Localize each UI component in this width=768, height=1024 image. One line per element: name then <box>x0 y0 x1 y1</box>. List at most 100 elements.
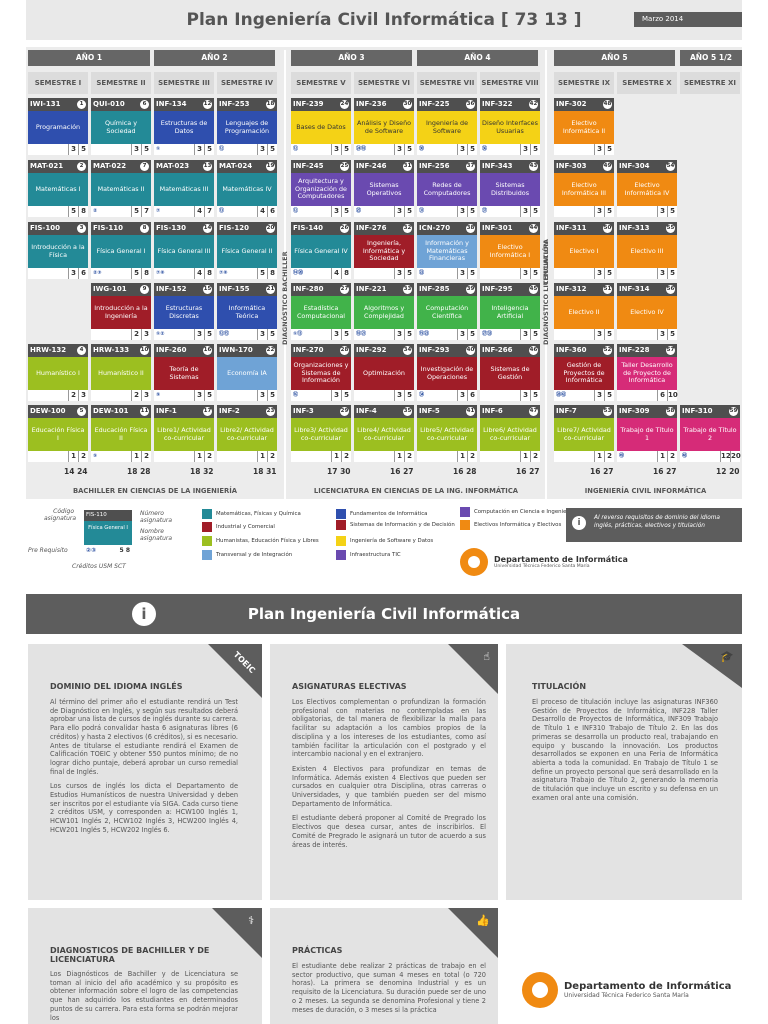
course-cell[interactable]: INF-285 39 Computación Científica ⑲㉓ 3 5 <box>417 283 477 340</box>
course-cell[interactable]: FIS-130 14 Física General III ⑦⑧ 4 8 <box>154 222 214 279</box>
course-cell[interactable]: IWG-101 9 Introducción a la Ingeniería 2 3 <box>91 283 151 340</box>
course-number: 18 <box>266 100 275 109</box>
course-cell[interactable]: INF-295 45 Inteligencia Artificial ㉗㉝ 3 5 <box>480 283 540 340</box>
course-cell[interactable]: INF-245 25 Arquitectura y Organización de … <box>291 160 351 217</box>
course-cell[interactable]: INF-256 37 Redes de Computadores ㉛ 3 5 <box>417 160 477 217</box>
course-name: Libre5/ Actividad co-curricular <box>417 418 477 451</box>
course-number: 51 <box>603 285 612 294</box>
course-cell[interactable]: FIS-100 3 Introducción a la Física 3 6 <box>28 222 88 279</box>
course-name: Educación Física I <box>28 418 88 451</box>
course-cell[interactable]: MAT-023 13 Matemáticas III ⑦ 4 7 <box>154 160 214 217</box>
credits-usm: 3 <box>331 206 341 217</box>
course-code: INF-134 <box>156 100 187 108</box>
course-number: 14 <box>203 224 212 233</box>
course-cell[interactable]: INF-314 56 Electivo IV 3 5 <box>617 283 677 340</box>
course-cell[interactable]: INF-310 59 Trabajo de Título 2 ㊽ 12 20 <box>680 405 741 462</box>
course-cell[interactable]: INF-292 34 Optimización 3 5 <box>354 344 414 401</box>
course-cell[interactable]: INF-302 48 Electivo Informática II 3 5 <box>554 98 614 155</box>
course-cell[interactable]: INF-343 43 Sistemas Distribuidos ㊲ 3 5 <box>480 160 540 217</box>
course-number: 50 <box>603 224 612 233</box>
total-usm: 18 <box>253 467 264 476</box>
credits-usm: 3 <box>594 329 604 340</box>
course-cell[interactable]: ICN-270 38 Información y Matemáticas Finan… <box>417 222 477 279</box>
course-cell[interactable]: MAT-022 7 Matemáticas II ② 5 7 <box>91 160 151 217</box>
course-code: INF-312 <box>556 285 587 293</box>
course-cell[interactable]: INF-280 27 Estadística Computacional ①⑬ 3 5 <box>291 283 351 340</box>
course-cell[interactable]: FIS-120 20 Física General II ⑦⑧ 5 8 <box>217 222 277 279</box>
course-cell[interactable]: INF-304 54 Electivo Informática IV 3 5 <box>617 160 677 217</box>
credits-usm: 3 <box>657 206 667 217</box>
course-cell[interactable]: IWI-131 1 Programación 3 5 <box>28 98 88 155</box>
course-cell[interactable]: INF-2 23 Libre2/ Actividad co-curricular 1 2 <box>217 405 277 462</box>
course-cell[interactable]: INF-260 16 Teoría de Sistemas ⑨ 3 5 <box>154 344 214 401</box>
course-cell[interactable]: FIS-140 26 Física General IV ⑭⑳ 4 8 <box>291 222 351 279</box>
course-cell[interactable]: INF-266 46 Sistemas de Gestión 3 5 <box>480 344 540 401</box>
card-idioma-text: Al término del primer año el estudiante … <box>50 698 238 834</box>
course-number: 9 <box>140 285 149 294</box>
course-cell[interactable]: IWN-170 22 Economía IA 3 5 <box>217 344 277 401</box>
course-number: 37 <box>466 162 475 171</box>
course-name: Sistemas Operativos <box>354 173 414 206</box>
course-cell[interactable]: INF-7 53 Libre7/ Actividad co-curricular 1 2 <box>554 405 614 462</box>
course-cell[interactable]: HRW-133 10 Humanístico II 2 3 <box>91 344 151 401</box>
course-cell[interactable]: INF-3 29 Libre3/ Actividad co-curricular 1 2 <box>291 405 351 462</box>
course-cell[interactable]: INF-4 35 Libre4/ Actividad co-curricular 1 2 <box>354 405 414 462</box>
course-name: Introducción a la Ingeniería <box>91 296 151 329</box>
course-cell[interactable]: INF-253 18 Lenguajes de Programación ⑫ 3 5 <box>217 98 277 155</box>
credits-usm: 3 <box>457 206 467 217</box>
course-cell[interactable]: INF-239 24 Bases de Datos ⑫ 3 5 <box>291 98 351 155</box>
course-cell[interactable]: INF-5 41 Libre5/ Actividad co-curricular 1 2 <box>417 405 477 462</box>
course-name: Informática Teórica <box>217 296 277 329</box>
course-cell[interactable]: INF-312 51 Electivo II 3 5 <box>554 283 614 340</box>
course-cell[interactable]: INF-293 40 Investigación de Operaciones ㉞ 3 6 <box>417 344 477 401</box>
course-cell[interactable]: INF-152 15 Estructuras Discretas ①② 3 5 <box>154 283 214 340</box>
course-cell[interactable]: INF-134 12 Estructuras de Datos ① 3 5 <box>154 98 214 155</box>
course-number: 22 <box>266 346 275 355</box>
course-cell[interactable]: DEW-101 11 Educación Física II ⑤ 1 2 <box>91 405 151 462</box>
course-credits: ⑲㉓ 3 5 <box>417 329 477 340</box>
credits-usm: 1 <box>131 451 141 462</box>
course-header: INF-303 49 <box>554 160 614 173</box>
course-cell[interactable]: INF-360 52 Gestión de Proyectos de Informá… <box>554 344 614 401</box>
credits-sct: 5 <box>341 206 351 217</box>
course-cell[interactable]: INF-155 21 Informática Teórica ⑫⑮ 3 5 <box>217 283 277 340</box>
course-credits: 6 10 <box>617 390 678 401</box>
course-header: ICN-270 38 <box>417 222 477 235</box>
course-cell[interactable]: FIS-110 8 Física General I ②③ 5 8 <box>91 222 151 279</box>
course-cell[interactable]: INF-313 55 Electivo III 3 5 <box>617 222 677 279</box>
course-cell[interactable]: MAT-024 19 Matemáticas IV ⑬ 4 6 <box>217 160 277 217</box>
course-cell[interactable]: INF-6 47 Libre6/ Actividad co-curricular 1 2 <box>480 405 540 462</box>
course-cell[interactable]: INF-303 49 Electivo Informática III 3 5 <box>554 160 614 217</box>
year-header: AÑO 4 <box>417 50 538 66</box>
course-name: Libre3/ Actividad co-curricular <box>291 418 351 451</box>
course-name: Física General III <box>154 235 214 268</box>
course-number: 57 <box>666 346 675 355</box>
course-cell[interactable]: INF-276 32 Ingeniería, Informática y Socie… <box>354 222 414 279</box>
course-prereq: ⑱㉑ <box>356 331 367 337</box>
course-cell[interactable]: INF-270 28 Organizaciones y Sistemas de In… <box>291 344 351 401</box>
course-header: FIS-100 3 <box>28 222 88 235</box>
course-cell[interactable]: INF-236 30 Análisis y Diseño de Software ㉔⑱… <box>354 98 414 155</box>
course-cell[interactable]: INF-221 33 Algoritmos y Complejidad ⑱㉑ 3 5 <box>354 283 414 340</box>
course-cell[interactable]: INF-322 42 Diseño Interfaces Usuarias ㊱ 3 5 <box>480 98 540 155</box>
course-cell[interactable]: QUI-010 6 Química y Sociedad 3 5 <box>91 98 151 155</box>
course-cell[interactable]: INF-1 17 Libre1/ Actividad co-curricular 1 2 <box>154 405 214 462</box>
course-number: 12 <box>203 100 212 109</box>
course-credits: ②③ 5 8 <box>91 268 151 279</box>
title-bar: Plan Ingeniería Civil Informática [ 73 1… <box>26 0 742 40</box>
course-cell[interactable]: INF-228 57 Taller Desarrollo de Proyecto d… <box>617 344 678 401</box>
course-cell[interactable]: INF-246 31 Sistemas Operativos ㉕ 3 5 <box>354 160 414 217</box>
course-cell[interactable]: INF-225 36 Ingeniería de Software ㉚ 3 5 <box>417 98 477 155</box>
course-code: INF-292 <box>356 346 387 354</box>
